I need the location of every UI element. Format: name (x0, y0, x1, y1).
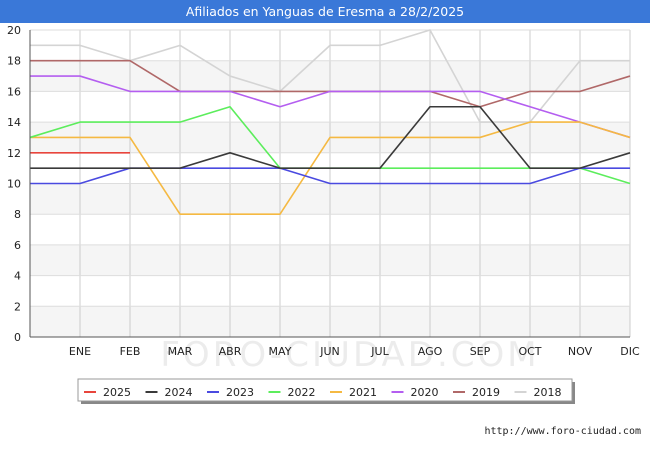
legend-label-2019: 2019 (472, 386, 500, 399)
y-tick-label: 8 (14, 208, 21, 221)
y-tick-labels: 0 2 4 6 8 10 12 14 16 18 20 (7, 24, 21, 344)
legend-label-2020: 2020 (411, 386, 439, 399)
y-tick-label: 10 (7, 178, 21, 191)
chart-title: Afiliados en Yanguas de Eresma a 28/2/20… (0, 0, 650, 23)
watermark: FORO-CIUDAD.COM (160, 335, 539, 375)
legend-label-2025: 2025 (103, 386, 131, 399)
x-tick-label: MAR (168, 345, 193, 358)
x-tick-labels: ENE FEB MAR ABR MAY JUN JUL AGO SEP OCT NOV DIC (69, 345, 640, 358)
y-tick-label: 14 (7, 116, 21, 129)
x-tick-label: OCT (518, 345, 541, 358)
series-line-2020 (30, 75, 631, 139)
legend-label-2022: 2022 (288, 386, 316, 399)
y-tick-label: 2 (14, 300, 21, 313)
legend-label-2024: 2024 (165, 386, 193, 399)
x-tick-label: ENE (69, 345, 91, 358)
footer-url[interactable]: http://www.foro-ciudad.com (484, 426, 641, 437)
x-tick-label: ABR (219, 345, 242, 358)
x-tick-label: MAY (269, 345, 292, 358)
y-tick-label: 4 (14, 270, 21, 283)
legend-box (77, 378, 573, 402)
y-tick-label: 20 (7, 24, 21, 37)
y-tick-label: 6 (14, 239, 21, 252)
y-tick-label: 16 (7, 85, 21, 98)
legend-label-2023: 2023 (226, 386, 254, 399)
x-tick-label: NOV (568, 345, 593, 358)
y-tick-label: 12 (7, 147, 21, 160)
x-tick-label: JUN (319, 345, 340, 358)
axes (29, 30, 630, 338)
legend-label-2021: 2021 (349, 386, 377, 399)
x-tick-label: FEB (120, 345, 141, 358)
x-tick-label: SEP (470, 345, 491, 358)
x-tick-label: DIC (620, 345, 640, 358)
y-tick-label: 0 (14, 331, 21, 344)
series-line-2024 (30, 105, 631, 169)
x-tick-label: JUL (370, 345, 389, 358)
series-line-2021 (30, 121, 631, 215)
legend-label-2018: 2018 (534, 386, 562, 399)
y-tick-label: 18 (7, 55, 21, 68)
legend: 2025 2024 2023 2022 2021 2020 2019 2018 (77, 378, 575, 404)
series-lines (29, 29, 631, 215)
x-tick-label: AGO (418, 345, 443, 358)
